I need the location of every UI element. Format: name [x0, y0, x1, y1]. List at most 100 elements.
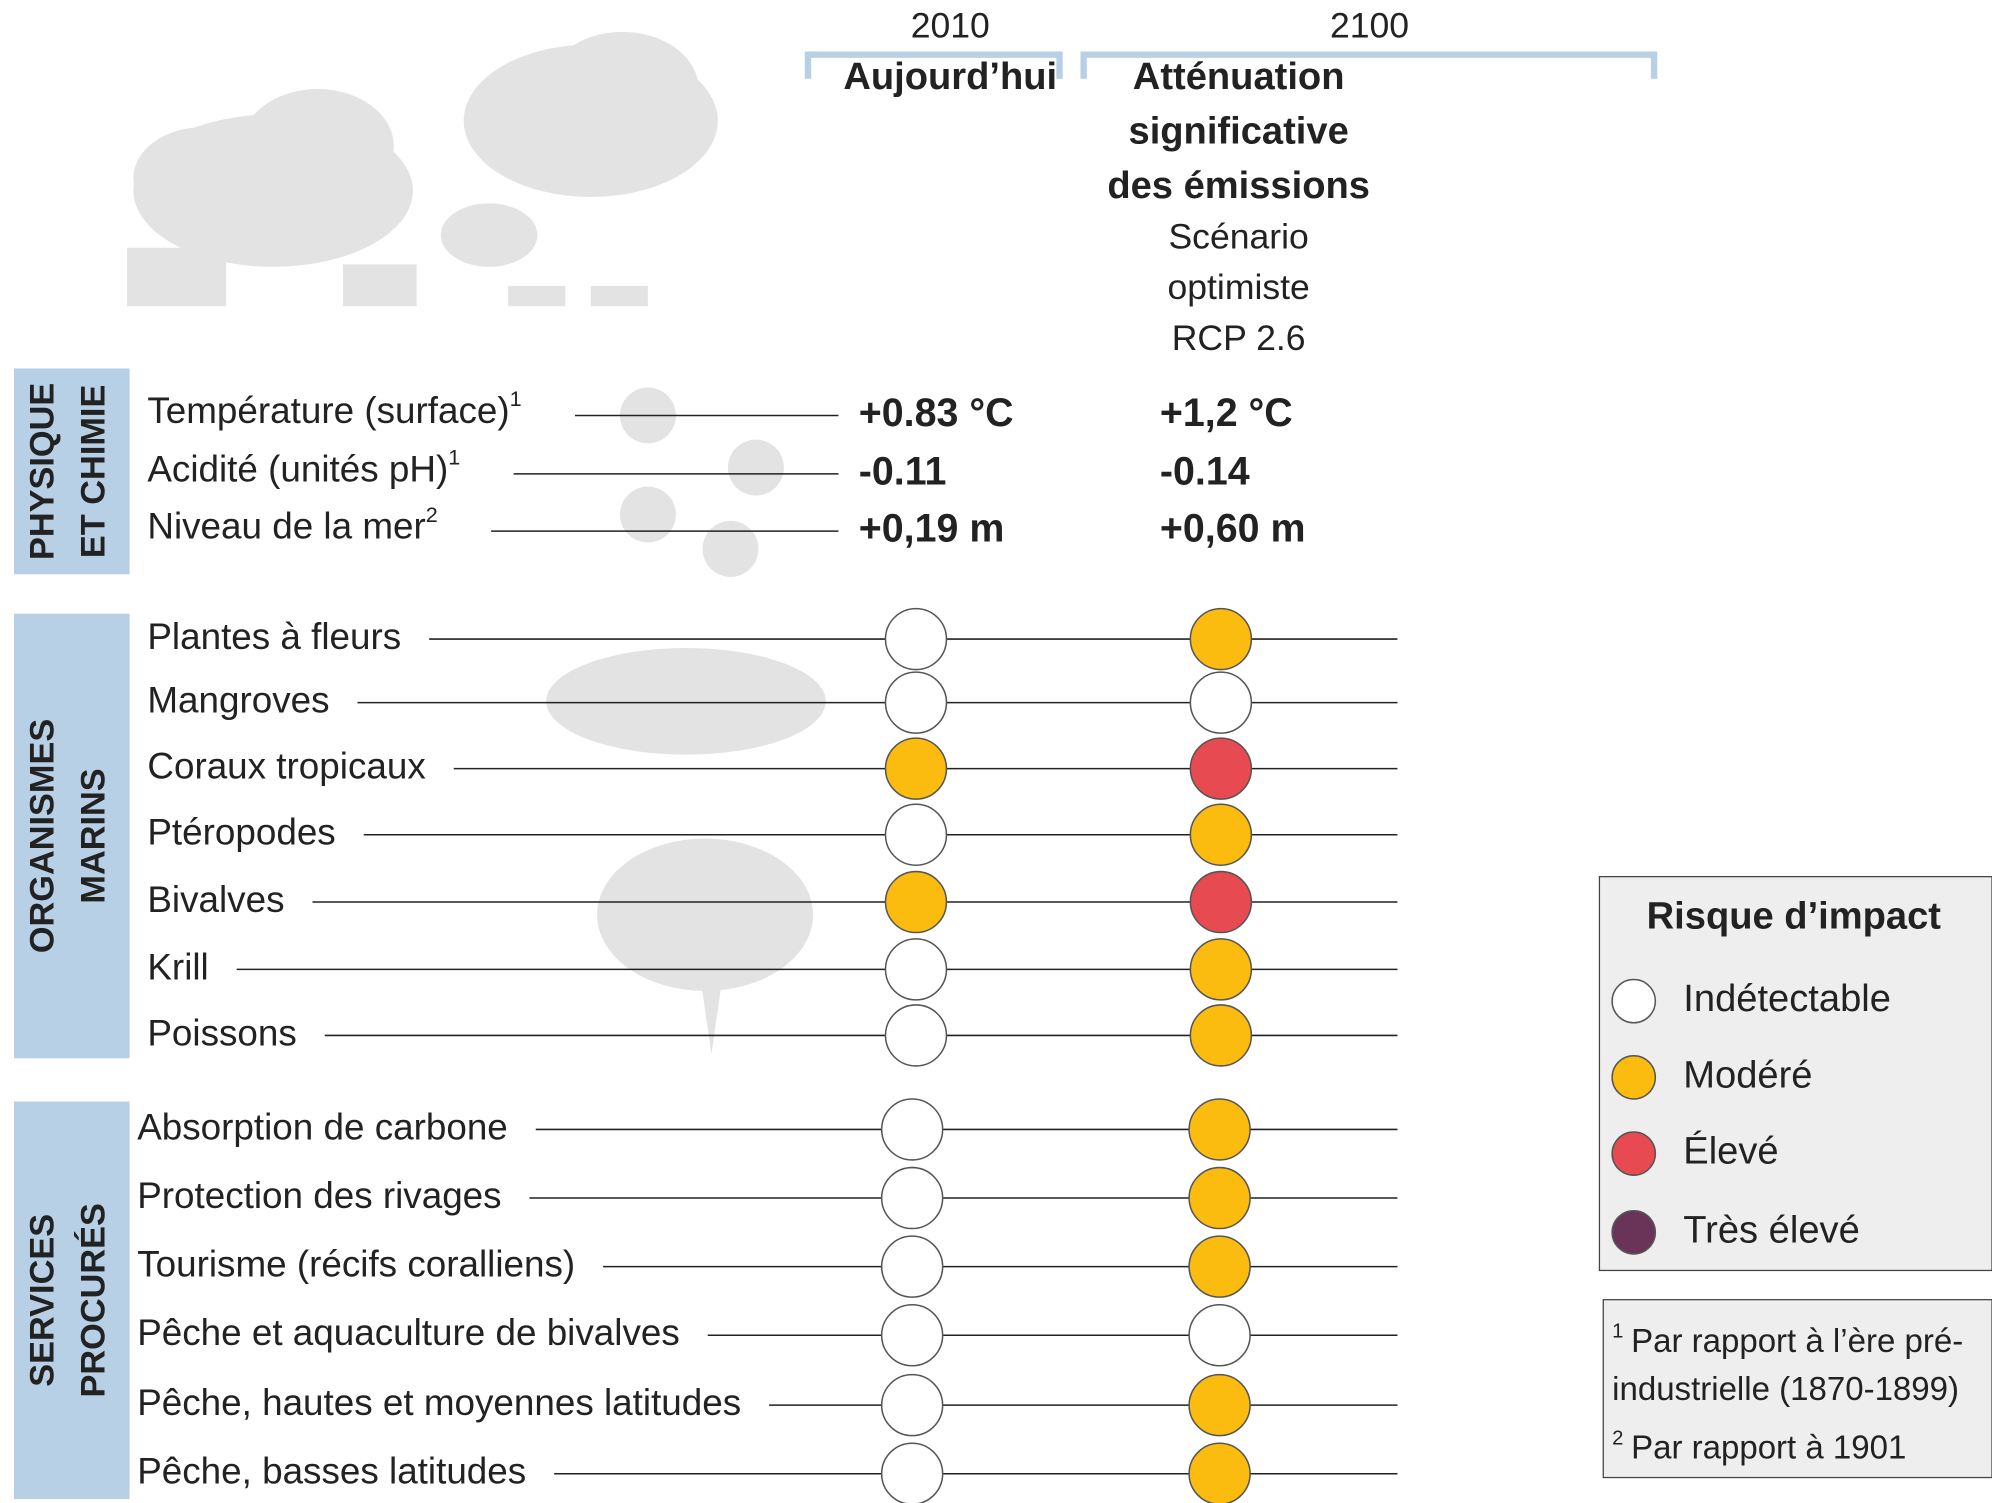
column-year: 2100	[1330, 5, 1409, 45]
risk-circle	[880, 1098, 944, 1161]
risk-circle	[1189, 671, 1253, 734]
legend-box	[1598, 876, 1992, 1272]
section-label: ORGANISMES	[24, 719, 62, 953]
column-title: Atténuation	[1133, 56, 1345, 98]
row-label-text: Pêche, basses latitudes	[137, 1450, 526, 1491]
legend-swatch	[1611, 978, 1657, 1024]
legend-label: Indétectable	[1683, 978, 1891, 1020]
footnote-mark: 2	[1612, 1428, 1623, 1450]
row-label-text: Ptéropodes	[147, 811, 335, 852]
section-band	[13, 1101, 130, 1500]
footnote: 1 Par rapport à l’ère pré-	[1612, 1321, 1963, 1359]
risk-circle	[1188, 1304, 1251, 1367]
row-label: Plantes à fleurs	[147, 616, 401, 657]
risk-circle	[884, 803, 948, 866]
column-subtitle: optimiste	[1167, 267, 1309, 307]
footnote-text: Par rapport à 1901	[1631, 1428, 1906, 1465]
column-title: Aujourd’hui	[843, 56, 1057, 98]
section-label: PHYSIQUE	[24, 383, 62, 560]
risk-circle	[1189, 737, 1253, 800]
risk-circle	[880, 1373, 944, 1437]
row-label: Absorption de carbone	[137, 1106, 508, 1147]
footnote-ref: 1	[510, 386, 522, 411]
footnote-ref: 2	[426, 502, 438, 527]
section-label: PROCURÉS	[72, 1203, 112, 1397]
legend-swatch	[1611, 1055, 1657, 1100]
decoration	[127, 31, 826, 1055]
risk-circle	[884, 1004, 948, 1067]
row-label-text: Poissons	[147, 1012, 296, 1053]
value: +0,19 m	[859, 506, 1005, 550]
risk-circle	[884, 737, 948, 800]
value: -0.11	[859, 449, 947, 493]
risk-circle	[1189, 803, 1253, 866]
footnote: 2 Par rapport à 1901	[1612, 1428, 1906, 1466]
legend-title: Risque d’impact	[1647, 896, 1942, 938]
risk-circle	[1189, 1004, 1253, 1067]
row-label: Bivalves	[147, 879, 284, 920]
section-label: ET CHIMIE	[74, 385, 112, 558]
bracket	[1080, 51, 1658, 79]
section-band	[13, 368, 130, 575]
legend-swatch	[1611, 1209, 1657, 1255]
value: +0.83 °C	[859, 391, 1014, 435]
row-label: Pêche, hautes et moyennes latitudes	[137, 1382, 741, 1423]
section-label: SERVICES	[24, 1214, 62, 1387]
column-subtitle: RCP 2.6	[1172, 318, 1306, 358]
risk-circle	[1188, 1373, 1251, 1437]
value: +0,60 m	[1160, 506, 1306, 550]
row-label: Krill	[147, 946, 208, 987]
row-label-text: Coraux tropicaux	[147, 745, 426, 786]
row-label-text: Niveau de la mer	[147, 505, 425, 546]
row-label-text: Température (surface)	[147, 390, 509, 431]
value: -0.14	[1160, 449, 1250, 493]
footnote-ref: 1	[448, 444, 460, 469]
row-label: Poissons	[147, 1012, 296, 1053]
risk-circle	[884, 870, 948, 934]
risk-circle	[880, 1235, 944, 1298]
bracket	[804, 51, 1063, 79]
column-title: significative	[1129, 111, 1349, 153]
risk-circle	[880, 1304, 944, 1367]
risk-circle	[1188, 1098, 1251, 1161]
risk-circle	[1188, 1166, 1251, 1230]
risk-circle	[1189, 938, 1253, 1001]
risk-circle	[884, 671, 948, 734]
row-label-text: Mangroves	[147, 679, 329, 720]
row-label-text: Pêche, hautes et moyennes latitudes	[137, 1382, 741, 1423]
footnote-text: industrielle (1870-1899)	[1612, 1370, 1959, 1407]
row-label-text: Pêche et aquaculture de bivalves	[137, 1312, 680, 1353]
column-title: des émissions	[1107, 165, 1370, 207]
row-label-text: Krill	[147, 946, 208, 987]
row-label: Tourisme (récifs coralliens)	[137, 1243, 575, 1284]
footnote: industrielle (1870-1899)	[1612, 1370, 1959, 1407]
row-label-text: Plantes à fleurs	[147, 616, 401, 657]
legend-label: Élevé	[1683, 1130, 1778, 1173]
legend-swatch	[1611, 1131, 1657, 1176]
value: +1,2 °C	[1160, 391, 1293, 435]
row-label: Pêche, basses latitudes	[137, 1450, 526, 1491]
row-label: Acidité (unités pH)1	[147, 444, 460, 489]
footnote-box	[1602, 1299, 1992, 1479]
footnote-text: Par rapport à l’ère pré-	[1631, 1322, 1963, 1359]
risk-circle	[884, 607, 948, 671]
risk-circle	[880, 1166, 944, 1230]
risk-circle	[1189, 607, 1253, 671]
row-label-text: Tourisme (récifs coralliens)	[137, 1243, 575, 1284]
column-subtitle: Scénario	[1168, 216, 1308, 256]
row-label: Protection des rivages	[137, 1175, 501, 1216]
risk-circle	[880, 1442, 944, 1503]
legend-label: Très élevé	[1683, 1209, 1860, 1251]
risk-circle	[884, 938, 948, 1001]
footnote-mark: 1	[1612, 1321, 1623, 1343]
risk-circle	[1188, 1235, 1251, 1298]
row-label-text: Bivalves	[147, 879, 284, 920]
row-label-text: Acidité (unités pH)	[147, 448, 448, 489]
column-year: 2010	[911, 5, 990, 45]
row-label: Température (surface)1	[147, 386, 521, 431]
section-label: MARINS	[74, 768, 112, 903]
row-label: Mangroves	[147, 679, 329, 720]
row-label: Coraux tropicaux	[147, 745, 426, 786]
row-label: Niveau de la mer2	[147, 502, 437, 547]
